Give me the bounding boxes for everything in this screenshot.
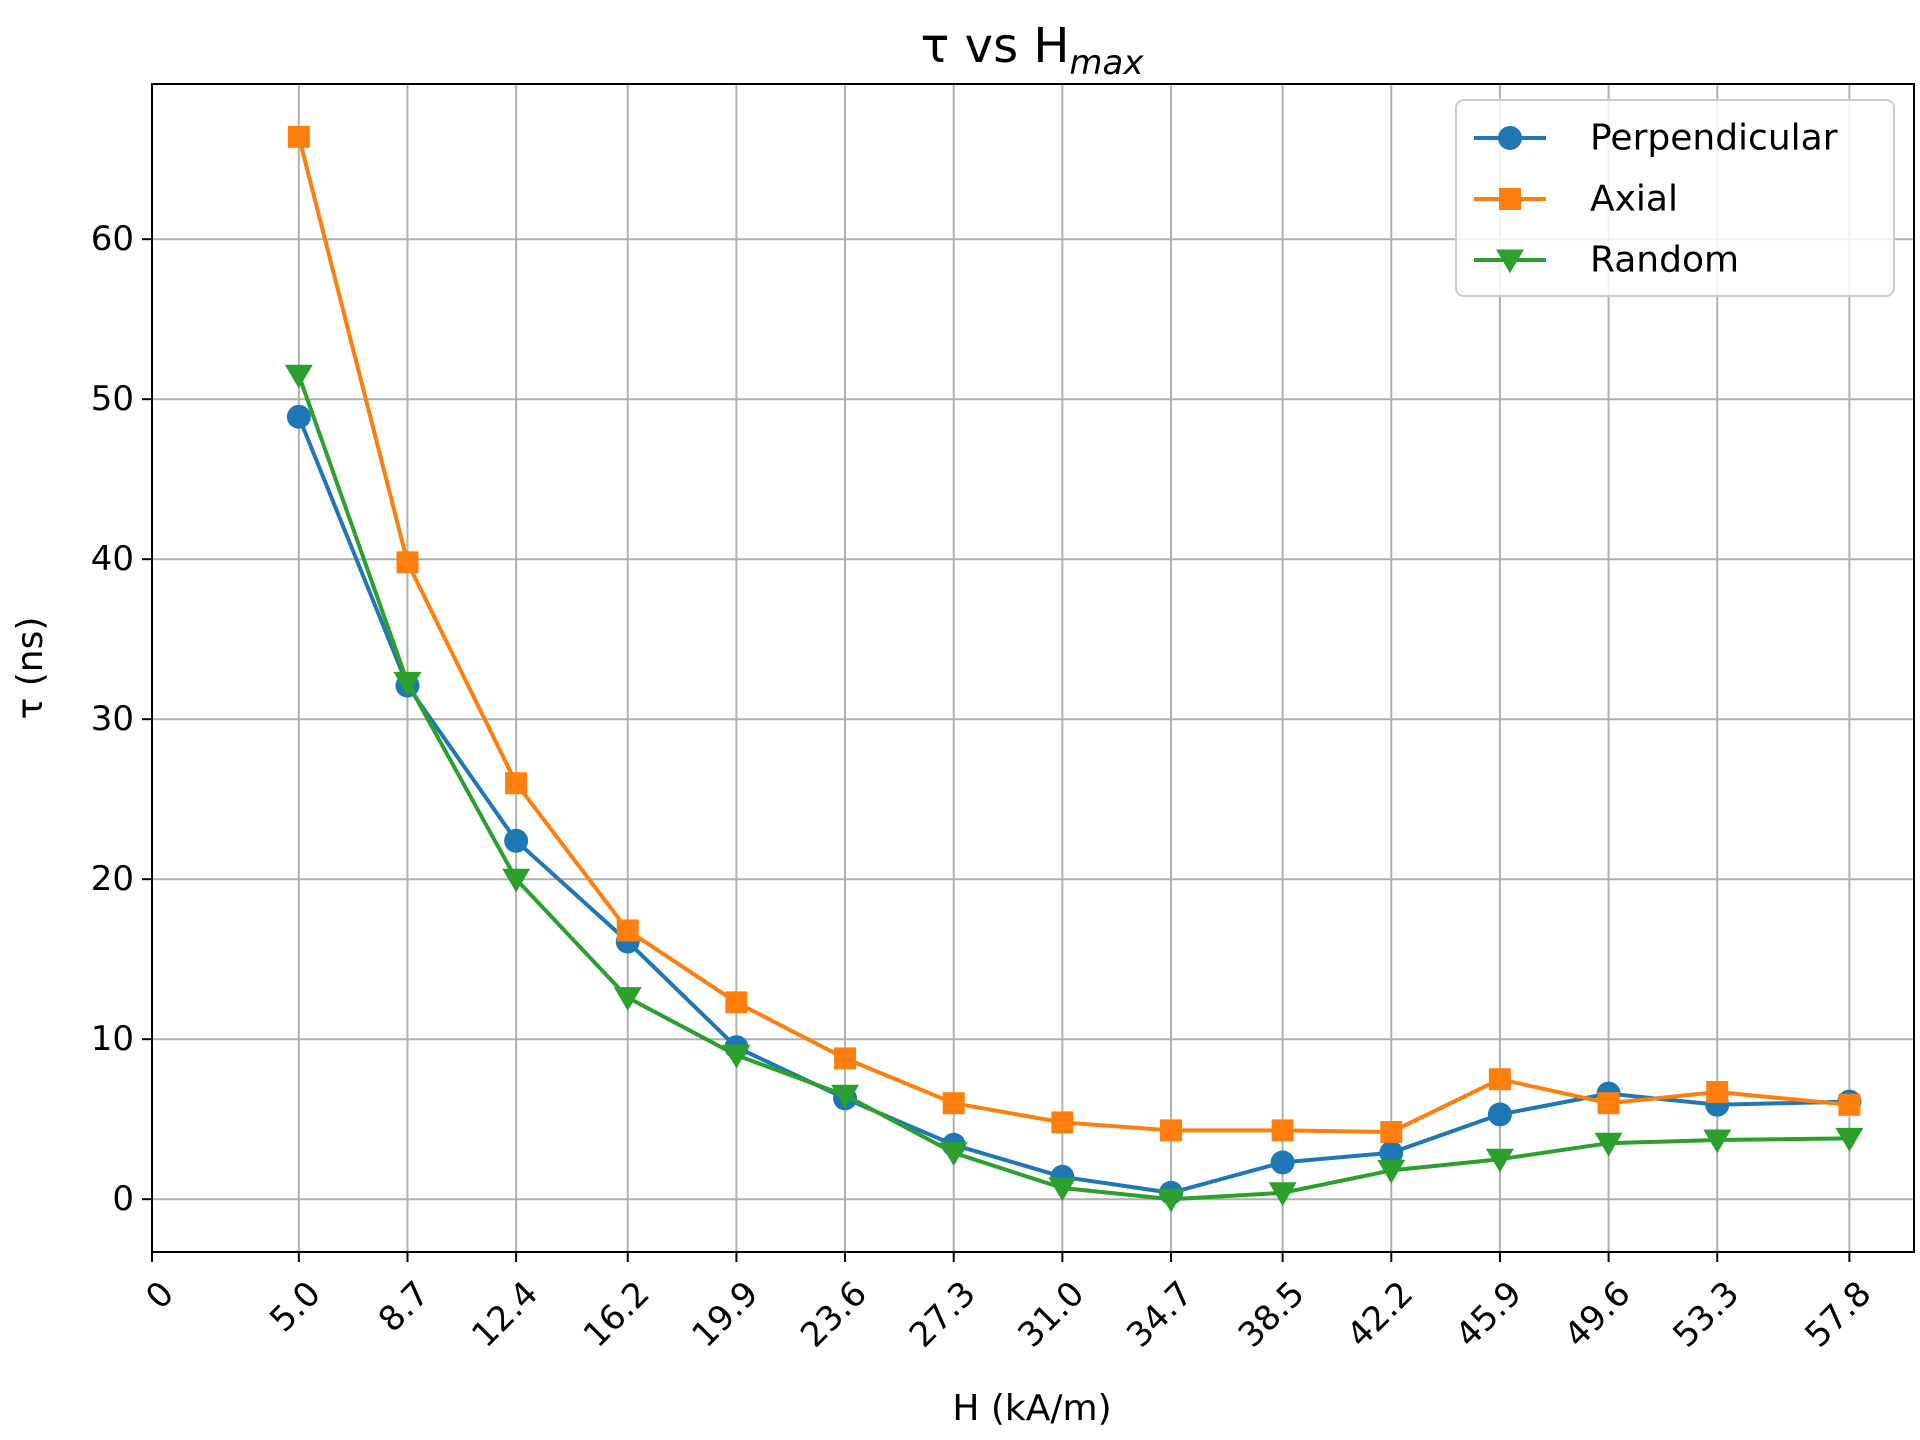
y-tick-label: 0 [112,1179,134,1219]
data-point-axial [1380,1121,1403,1143]
data-point-perpendicular [1379,1140,1404,1165]
x-axis-label: H (kA/m) [952,1388,1111,1429]
data-point-random [1594,1132,1623,1157]
data-point-axial [1160,1119,1183,1142]
chart-title-main: τ vs H [921,18,1070,74]
data-point-axial [1838,1093,1861,1116]
data-point-random [1268,1182,1297,1207]
data-point-perpendicular [1270,1150,1295,1175]
series-axial [287,125,1861,1143]
y-tick-label: 30 [91,699,134,739]
data-point-random [722,1044,751,1069]
data-point-random [1703,1129,1732,1154]
data-point-axial [505,772,528,795]
legend-item-perpendicular: Perpendicular [1474,118,1838,159]
data-point-random [1835,1127,1864,1152]
data-point-random [613,987,642,1011]
chart-title: τ vs Hmax [921,18,1145,83]
data-point-axial [616,919,639,942]
data-point-axial [1271,1119,1294,1142]
plot-frame [151,83,1915,1253]
data-point-random [939,1142,968,1167]
data-point-axial [287,125,310,148]
legend-swatch-marker [1496,249,1524,274]
series-layer [284,125,1864,1213]
data-point-random [284,364,313,389]
legend-swatch-marker [1498,126,1522,150]
data-point-random [1048,1177,1077,1202]
y-axis: 0 10 20 30 40 50 60 [91,219,152,1219]
y-tick-label: 20 [91,859,134,899]
y-tick-label: 60 [91,219,134,259]
data-point-random [1485,1148,1514,1173]
legend-swatch-marker [1499,188,1521,210]
data-point-perpendicular [504,828,529,853]
legend-label-axial: Axial [1590,179,1678,220]
legend-label-random: Random [1590,240,1739,281]
data-point-perpendicular [286,404,311,429]
y-tick-label: 10 [91,1019,134,1059]
data-point-axial [1706,1081,1729,1103]
y-tick-label: 50 [91,379,134,419]
data-point-axial [1597,1092,1620,1115]
chart-title-subscript: max [1069,43,1144,83]
data-point-random [502,868,531,893]
data-point-random [1377,1159,1406,1184]
legend: Perpendicular Axial Random [1455,99,1895,297]
data-point-random [1157,1188,1186,1213]
data-point-random [393,671,422,696]
data-point-axial [1051,1111,1074,1134]
data-point-random [831,1084,860,1109]
legend-item-random: Random [1474,240,1739,281]
data-point-axial [942,1092,965,1115]
data-point-axial [725,991,748,1014]
grid [151,84,1914,1252]
series-random [284,364,1864,1213]
legend-label-perpendicular: Perpendicular [1590,118,1838,159]
data-point-axial [834,1047,857,1070]
data-point-axial [1488,1068,1511,1091]
data-point-perpendicular [1487,1102,1512,1127]
legend-item-axial: Axial [1474,179,1678,220]
y-axis-label: τ (ns) [10,617,51,720]
y-tick-label: 40 [91,539,134,579]
legend-box [1455,99,1895,297]
data-point-axial [396,551,419,574]
